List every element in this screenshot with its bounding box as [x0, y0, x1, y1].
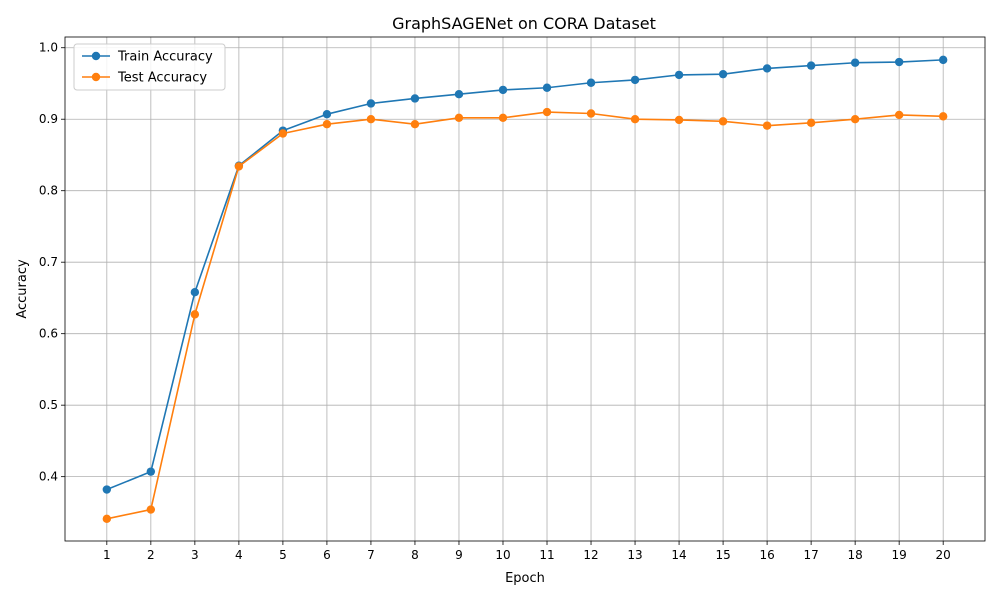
legend: Train Accuracy Test Accuracy — [73, 43, 226, 91]
x-tick-label: 2 — [147, 548, 155, 562]
data-point-train-accuracy — [366, 99, 376, 108]
data-point-test-accuracy — [190, 310, 200, 319]
x-tick-label: 17 — [803, 548, 818, 562]
series-line-test-accuracy — [106, 111, 944, 520]
data-point-test-accuracy — [322, 120, 332, 129]
data-point-train-accuracy — [190, 288, 200, 297]
data-point-test-accuracy — [454, 113, 464, 122]
data-point-train-accuracy — [410, 94, 420, 103]
data-point-test-accuracy — [894, 110, 904, 120]
chart-title: GraphSAGENet on CORA Dataset — [392, 14, 656, 33]
data-point-train-accuracy — [894, 57, 904, 67]
data-point-test-accuracy — [762, 121, 772, 130]
data-point-test-accuracy — [850, 115, 860, 124]
legend-item-test-accuracy: Test Accuracy — [82, 71, 207, 86]
series-line-train-accuracy — [106, 59, 944, 491]
series-test-accuracy — [102, 107, 948, 524]
data-point-train-accuracy — [454, 89, 464, 99]
y-tick-label: 0.6 — [39, 327, 58, 341]
x-tick-label: 1 — [103, 548, 111, 562]
x-tick-label: 12 — [583, 548, 598, 562]
x-tick-label: 6 — [323, 548, 331, 562]
legend-item-train-accuracy: Train Accuracy — [82, 50, 213, 65]
legend-label: Train Accuracy — [117, 50, 213, 65]
data-point-train-accuracy — [586, 78, 596, 87]
x-tick-label: 11 — [539, 548, 554, 562]
y-tick-label: 0.5 — [39, 398, 58, 412]
data-point-train-accuracy — [806, 61, 816, 70]
data-point-train-accuracy — [322, 110, 332, 119]
x-tick-label: 18 — [848, 548, 863, 562]
data-point-test-accuracy — [938, 112, 948, 121]
x-tick-label: 16 — [759, 548, 774, 562]
legend-swatch-marker — [91, 72, 101, 82]
y-axis-ticks: 0.4 0.5 0.6 0.7 0.8 0.9 1.0 — [39, 41, 65, 484]
y-tick-label: 0.8 — [39, 184, 58, 198]
x-tick-label: 14 — [671, 548, 686, 562]
data-point-test-accuracy — [806, 118, 816, 127]
data-point-test-accuracy — [366, 115, 376, 124]
x-axis-ticks: 1 2 3 4 5 6 7 8 9 10 11 12 13 14 15 16 17 18 19 20 — [103, 541, 951, 562]
data-point-test-accuracy — [586, 109, 596, 118]
data-point-train-accuracy — [938, 55, 948, 65]
legend-label: Test Accuracy — [117, 71, 207, 86]
y-tick-label: 0.7 — [39, 255, 58, 269]
data-point-train-accuracy — [146, 467, 156, 476]
data-point-train-accuracy — [498, 85, 508, 95]
y-tick-label: 0.9 — [39, 112, 58, 126]
data-point-train-accuracy — [102, 485, 112, 494]
x-axis-label: Epoch — [505, 571, 545, 586]
x-tick-label: 10 — [495, 548, 510, 562]
data-point-train-accuracy — [630, 75, 640, 85]
data-point-test-accuracy — [674, 115, 684, 125]
data-point-train-accuracy — [762, 64, 772, 73]
plot-frame — [64, 36, 986, 542]
legend-swatch-marker — [91, 51, 101, 61]
y-tick-label: 1.0 — [39, 41, 58, 55]
data-point-test-accuracy — [542, 107, 552, 117]
x-tick-label: 3 — [191, 548, 199, 562]
x-tick-label: 19 — [892, 548, 907, 562]
x-tick-label: 7 — [367, 548, 375, 562]
x-tick-label: 15 — [715, 548, 730, 562]
legend-box — [73, 43, 226, 91]
data-point-test-accuracy — [234, 162, 244, 171]
x-tick-label: 4 — [235, 548, 243, 562]
data-point-train-accuracy — [542, 83, 552, 92]
x-tick-label: 13 — [627, 548, 642, 562]
x-tick-label: 20 — [936, 548, 951, 562]
data-point-test-accuracy — [278, 129, 288, 138]
data-point-train-accuracy — [674, 70, 684, 80]
data-point-test-accuracy — [718, 117, 728, 126]
y-axis-label: Accuracy — [15, 259, 30, 319]
data-point-train-accuracy — [718, 69, 728, 79]
x-tick-label: 5 — [279, 548, 287, 562]
data-point-test-accuracy — [498, 113, 508, 122]
data-point-train-accuracy — [850, 58, 860, 67]
series-layer — [102, 55, 948, 524]
y-tick-label: 0.4 — [39, 470, 58, 484]
data-point-test-accuracy — [146, 505, 156, 514]
x-tick-label: 9 — [455, 548, 463, 562]
data-point-test-accuracy — [410, 120, 420, 129]
data-point-test-accuracy — [630, 115, 640, 124]
x-tick-label: 8 — [411, 548, 419, 562]
data-point-test-accuracy — [102, 514, 112, 524]
